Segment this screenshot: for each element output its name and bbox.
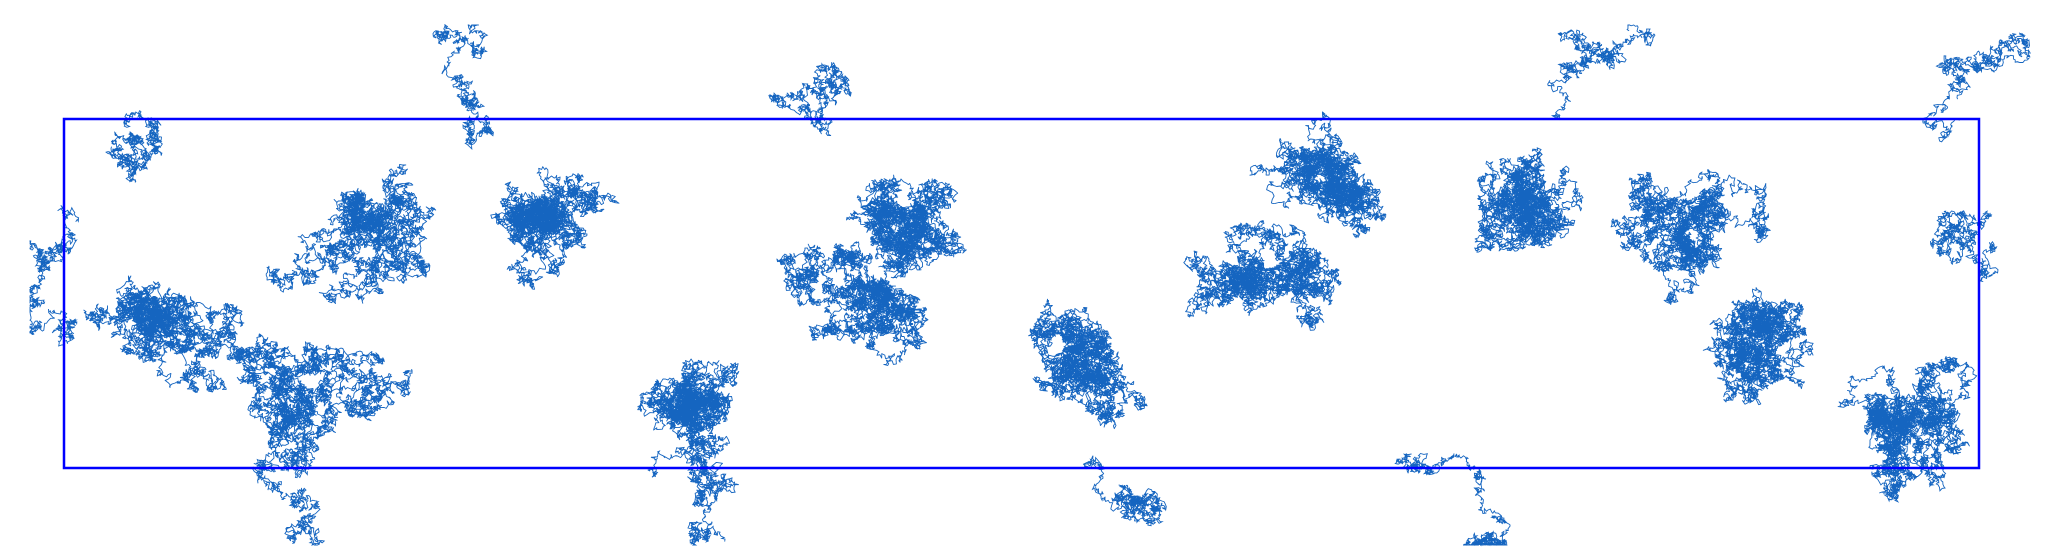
random-walk-path xyxy=(228,333,413,465)
random-walk-path xyxy=(637,358,740,476)
random-walk-excursion xyxy=(1922,32,2031,143)
random-walk-path xyxy=(1028,298,1148,430)
random-walk-path xyxy=(83,275,245,393)
random-walk-excursion xyxy=(1394,452,1511,547)
random-walk-excursion xyxy=(105,109,163,183)
random-walk-path xyxy=(1610,169,1771,306)
random-walk-excursion xyxy=(647,446,739,546)
random-walk-path xyxy=(776,241,929,366)
random-walk-path xyxy=(265,164,437,304)
random-walk-paths xyxy=(29,24,2031,547)
random-walk-path xyxy=(1702,287,1814,406)
random-walk-excursion xyxy=(432,24,494,150)
random-walk-path xyxy=(1837,355,1978,471)
random-walk-path xyxy=(1183,220,1342,331)
random-walk-path xyxy=(1474,147,1584,253)
random-walk-excursion xyxy=(29,205,80,347)
random-walk-path xyxy=(846,174,967,279)
random-walk-path xyxy=(490,166,620,290)
random-walk-excursion xyxy=(1547,24,1656,121)
random-walk-excursion xyxy=(1929,209,1999,283)
random-walk-excursion xyxy=(1082,455,1167,527)
random-walk-excursion xyxy=(1869,440,1947,503)
random-walk-excursion xyxy=(251,425,326,546)
random-walk-path xyxy=(1249,111,1387,239)
random-walk-excursion xyxy=(768,61,853,137)
bounding-box xyxy=(62,117,1981,470)
